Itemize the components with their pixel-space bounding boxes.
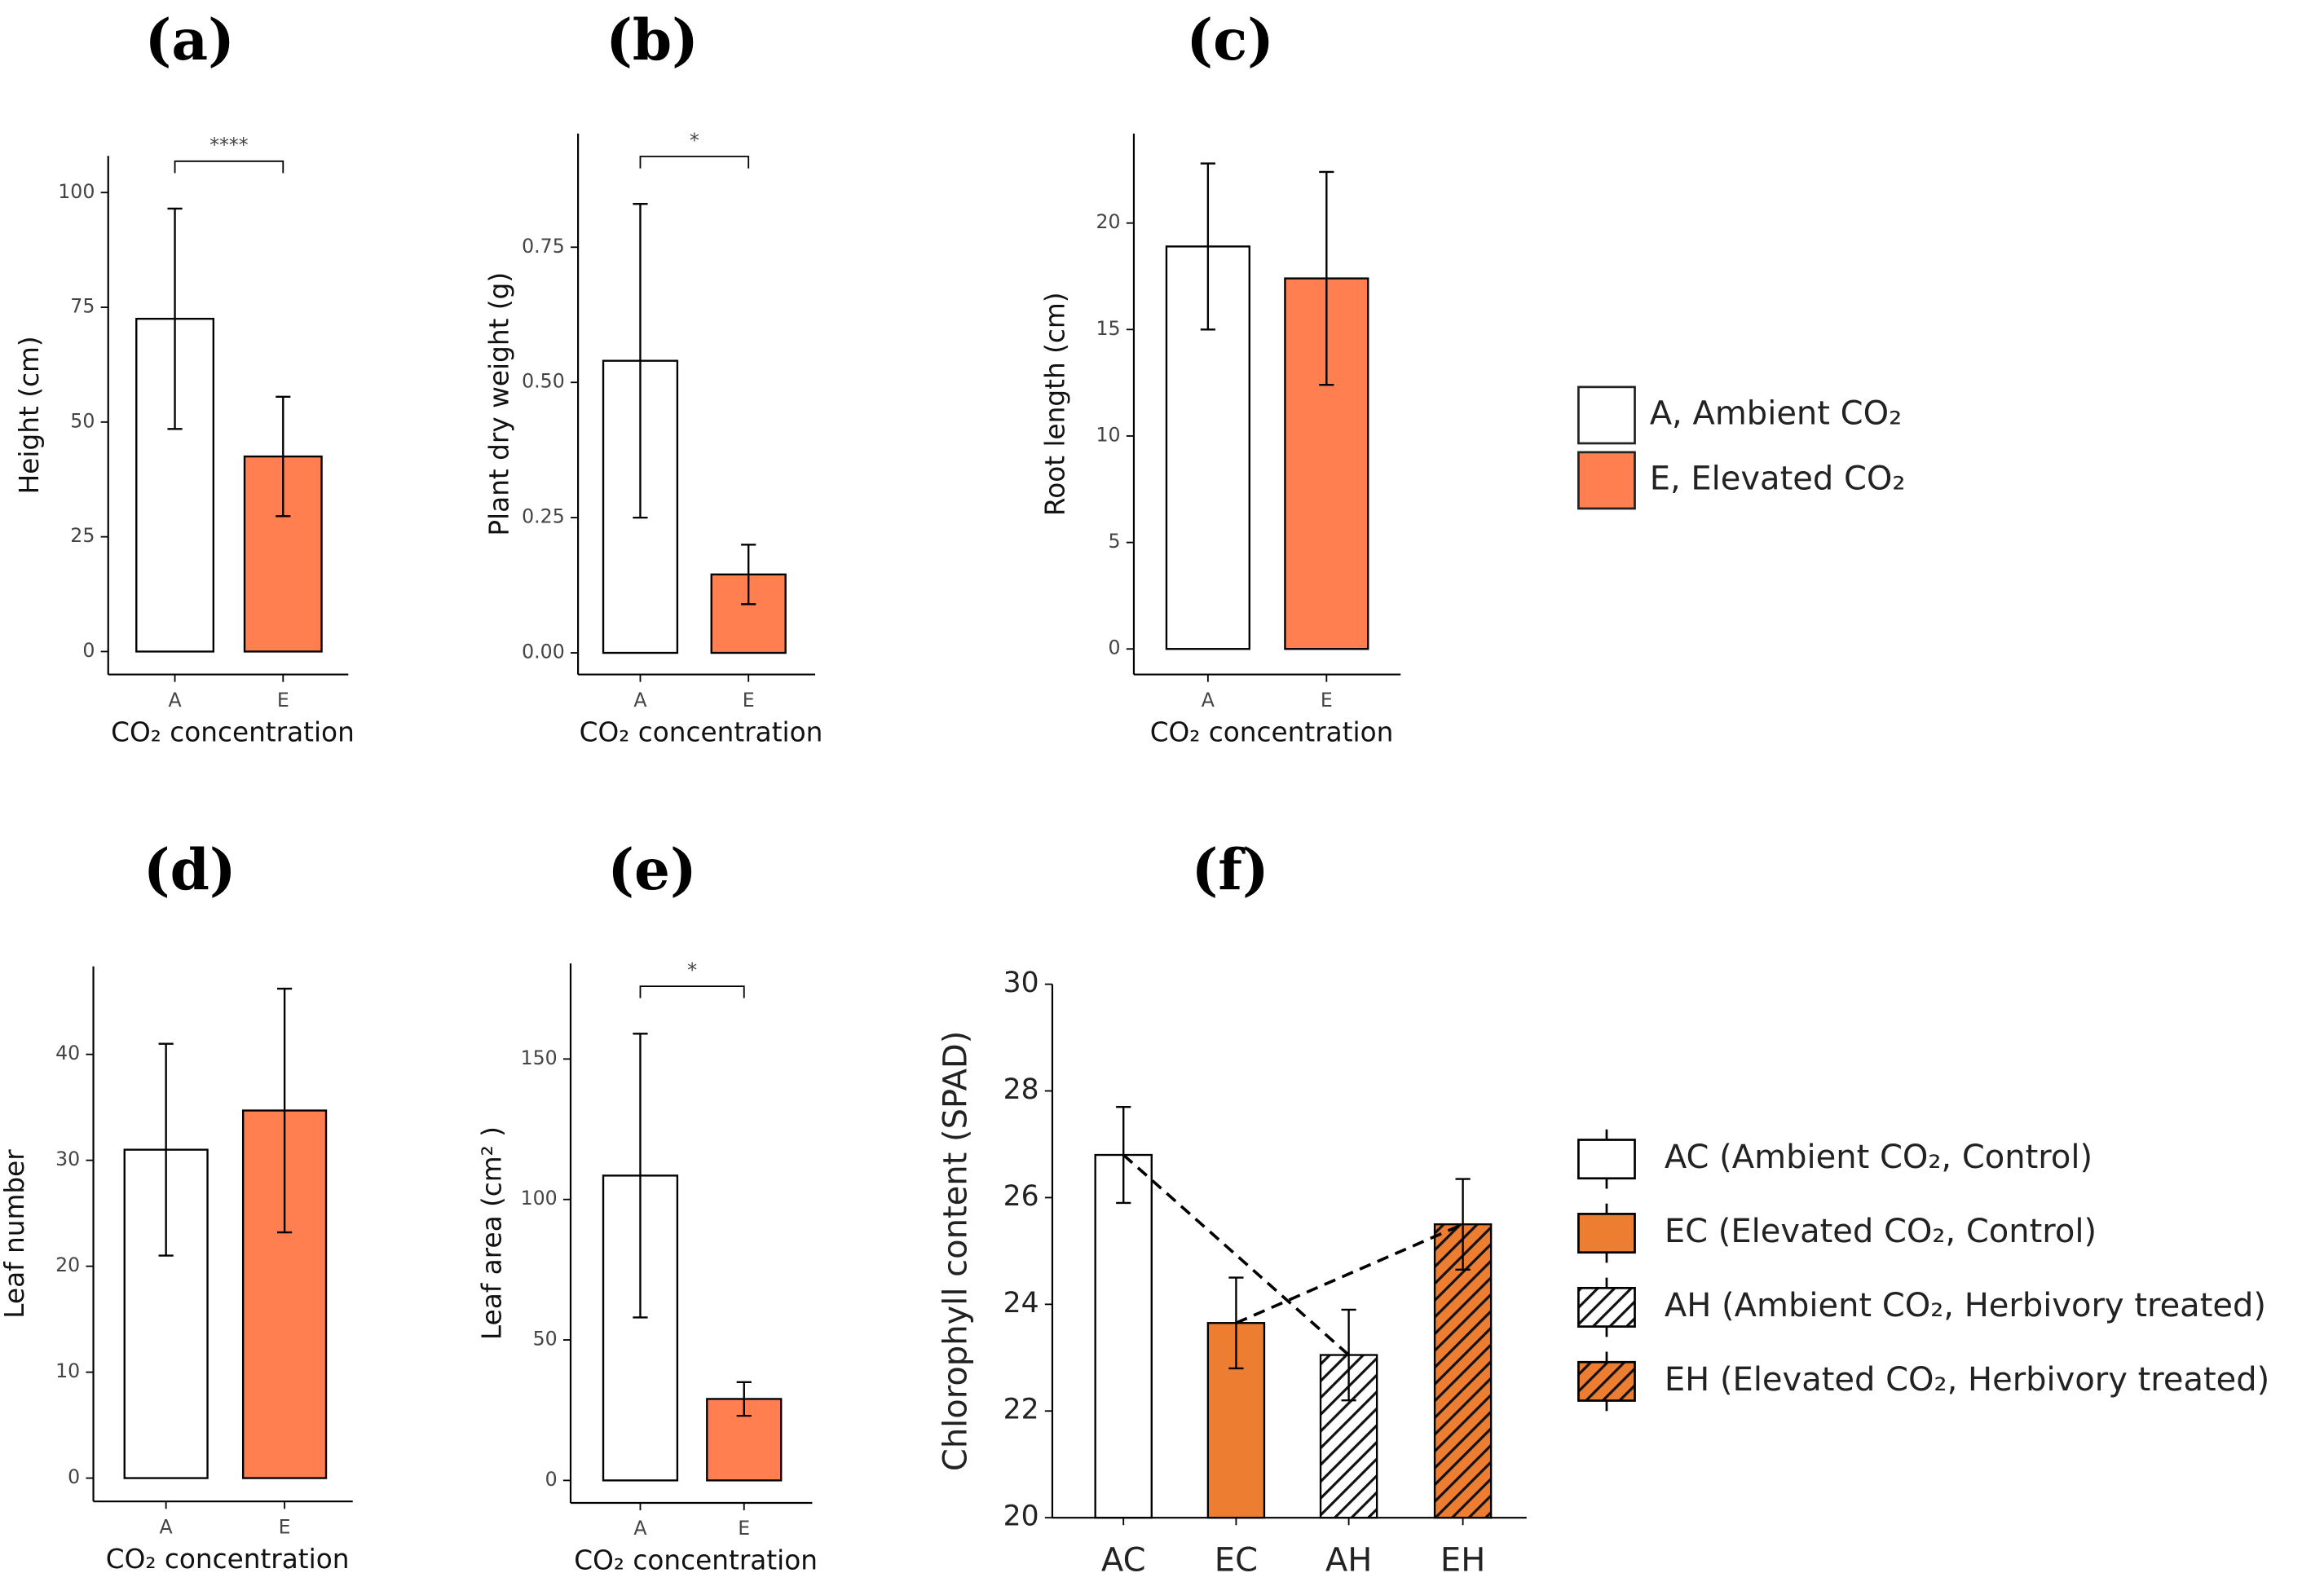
y-axis-label: Plant dry weight (g) xyxy=(484,272,515,536)
y-tick-label: 0.50 xyxy=(522,370,565,393)
y-tick-label: 10 xyxy=(1096,423,1121,446)
y-tick-label: 100 xyxy=(58,180,95,203)
legend-label: AC (Ambient CO₂, Control) xyxy=(1665,1139,2092,1176)
y-tick-label: 20 xyxy=(55,1254,80,1276)
y-tick-label: 22 xyxy=(1003,1394,1039,1426)
x-axis-label: CO₂ concentration xyxy=(574,1545,818,1576)
y-tick-label: 25 xyxy=(70,524,95,547)
y-tick-label: 26 xyxy=(1003,1180,1039,1213)
significance-label: **** xyxy=(209,134,248,156)
y-axis-label: Root length (cm) xyxy=(1039,292,1070,516)
legend-label: EC (Elevated CO₂, Control) xyxy=(1665,1213,2097,1250)
x-tick-label: A xyxy=(160,1515,173,1538)
significance-bracket xyxy=(639,156,750,169)
x-tick-label: AH xyxy=(1325,1542,1372,1580)
panel-title: (b) xyxy=(606,7,699,73)
x-axis-label: CO₂ concentration xyxy=(580,716,823,747)
legend-swatch xyxy=(1577,451,1636,510)
x-tick-label: AC xyxy=(1101,1542,1146,1580)
y-tick-label: 15 xyxy=(1096,317,1121,340)
bar xyxy=(1094,1153,1153,1519)
y-tick-label: 30 xyxy=(1003,967,1039,999)
legend-label: A, Ambient CO₂ xyxy=(1650,394,1902,432)
x-tick-label: EC xyxy=(1215,1542,1258,1580)
y-tick-label: 0.75 xyxy=(522,235,565,258)
x-axis-label: CO₂ concentration xyxy=(106,1544,350,1575)
y-tick-label: 24 xyxy=(1003,1287,1039,1320)
y-tick-label: 30 xyxy=(55,1148,80,1170)
y-tick-label: 0 xyxy=(1109,637,1121,659)
y-axis-label: Leaf number xyxy=(0,1149,30,1319)
legend-swatch xyxy=(1577,1213,1636,1254)
trend-line xyxy=(1122,1153,1350,1356)
panel-title: (f) xyxy=(1192,837,1269,903)
legend-swatch xyxy=(1577,1286,1636,1328)
y-tick-label: 5 xyxy=(1109,530,1121,553)
legend-swatch xyxy=(1577,1139,1636,1180)
y-axis-label: Leaf area (cm² ) xyxy=(476,1126,507,1340)
x-tick-label: E xyxy=(277,689,289,712)
x-tick-label: EH xyxy=(1440,1542,1485,1580)
bar xyxy=(1433,1223,1493,1519)
significance-label: * xyxy=(690,129,699,152)
legend-label: AH (Ambient CO₂, Herbivory treated) xyxy=(1665,1287,2266,1324)
x-tick-label: E xyxy=(743,689,755,712)
significance-bracket xyxy=(174,160,284,174)
y-tick-label: 0 xyxy=(68,1465,80,1488)
panel-title: (e) xyxy=(607,837,696,903)
y-tick-label: 50 xyxy=(533,1328,558,1350)
y-tick-label: 50 xyxy=(70,409,95,432)
x-tick-label: A xyxy=(168,689,181,712)
y-tick-label: 20 xyxy=(1003,1500,1039,1533)
x-tick-label: A xyxy=(1202,689,1215,712)
x-tick-label: E xyxy=(1321,689,1333,712)
panel-title: (a) xyxy=(145,7,235,73)
y-axis-label: Height (cm) xyxy=(14,336,45,494)
y-tick-label: 75 xyxy=(70,295,95,318)
y-tick-label: 0.00 xyxy=(522,641,565,663)
trend-line xyxy=(1235,1223,1464,1324)
legend-label: E, Elevated CO₂ xyxy=(1650,460,1906,497)
y-tick-label: 0 xyxy=(82,639,95,662)
y-tick-label: 10 xyxy=(55,1359,80,1382)
significance-bracket xyxy=(639,985,745,998)
x-tick-label: E xyxy=(738,1517,750,1540)
x-tick-label: E xyxy=(279,1515,291,1538)
x-axis-label: CO₂ concentration xyxy=(1150,716,1394,747)
legend-swatch xyxy=(1577,1360,1636,1402)
y-tick-label: 20 xyxy=(1096,210,1121,233)
panel-title: (c) xyxy=(1186,7,1273,73)
y-tick-label: 0.25 xyxy=(522,505,565,528)
panel-title: (d) xyxy=(143,837,236,903)
y-tick-label: 100 xyxy=(521,1187,558,1209)
y-tick-label: 40 xyxy=(55,1042,80,1064)
x-tick-label: A xyxy=(633,1517,646,1540)
y-tick-label: 0 xyxy=(545,1468,558,1491)
significance-label: * xyxy=(687,958,697,981)
x-axis-label: CO₂ concentration xyxy=(111,716,355,747)
legend-swatch xyxy=(1577,386,1636,445)
legend-label: EH (Elevated CO₂, Herbivory treated) xyxy=(1665,1361,2269,1399)
x-tick-label: A xyxy=(633,689,646,712)
y-axis-label: Chlorophyll content (SPAD) xyxy=(937,1031,975,1471)
y-tick-label: 150 xyxy=(521,1046,558,1069)
y-tick-label: 28 xyxy=(1003,1073,1039,1106)
